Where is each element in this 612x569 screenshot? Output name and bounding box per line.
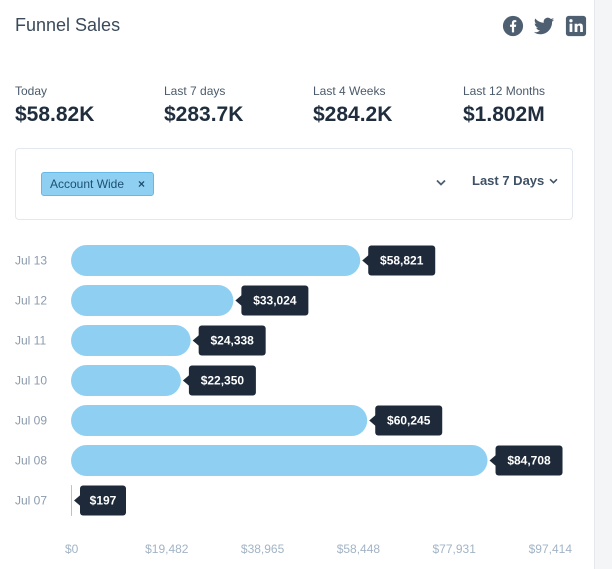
stat-label: Last 4 Weeks (313, 84, 386, 98)
date-range-label: Last 7 Days (472, 173, 545, 188)
data-label-box (375, 405, 443, 436)
stat-value: $283.7K (164, 103, 244, 126)
chevron-down-icon (436, 179, 446, 186)
y-tick-label: Jul 13 (15, 254, 47, 268)
stat-value: $1.802M (463, 103, 545, 126)
remove-filter-button[interactable]: × (138, 177, 146, 191)
bar (71, 285, 234, 316)
widget-title: Funnel Sales (15, 15, 121, 35)
data-label-pointer (362, 254, 370, 267)
linkedin-icon (565, 15, 587, 37)
data-label: $60,245 (387, 414, 431, 428)
twitter-icon (533, 17, 555, 35)
bar (71, 245, 361, 276)
date-range-dropdown[interactable]: Last 7 Days (472, 173, 558, 188)
data-label-box (495, 445, 563, 476)
funnel-sales-bar-chart: Jul 13 $58,821 Jul 12 $33,024 Jul 11 $24,338 J… (15, 245, 573, 556)
data-label-pointer (235, 294, 243, 307)
twitter-share-button[interactable] (533, 15, 555, 37)
linkedin-share-button[interactable] (565, 15, 587, 37)
data-label: $33,024 (253, 294, 297, 308)
y-tick-label: Jul 08 (15, 454, 47, 468)
y-tick-label: Jul 11 (15, 334, 46, 348)
data-label-box (80, 485, 126, 516)
data-label-pointer (182, 374, 190, 387)
x-tick-label: $38,965 (241, 542, 285, 556)
data-label-pointer (74, 494, 81, 507)
bar (71, 405, 368, 436)
bar (71, 485, 72, 516)
right-edge-panel (594, 0, 612, 569)
data-label-box (198, 325, 266, 356)
bar (71, 445, 488, 476)
data-label: $84,708 (507, 454, 551, 468)
stat-last-7-days: Last 7 days $283.7K (164, 84, 243, 127)
account-filter-tag: Account Wide × (41, 172, 155, 196)
data-label-pointer (489, 454, 497, 467)
account-filter-tag-label: Account Wide (50, 177, 125, 191)
facebook-icon (502, 15, 524, 37)
stat-last-12-months: Last 12 Months $1.802M (463, 84, 545, 127)
filter-panel: Account Wide × Last 7 Days (15, 148, 573, 220)
y-tick-label: Jul 07 (15, 494, 47, 508)
data-label: $24,338 (210, 334, 254, 348)
data-label-pointer (369, 414, 377, 427)
stat-label: Last 12 Months (463, 84, 546, 98)
y-tick-label: Jul 09 (15, 414, 47, 428)
stat-label: Today (15, 84, 48, 98)
stat-label: Last 7 days (164, 84, 226, 98)
bar (71, 365, 181, 396)
x-tick-label: $19,482 (145, 542, 189, 556)
stat-value: $58.82K (15, 103, 95, 126)
x-tick-label: $97,414 (529, 542, 573, 556)
data-label: $197 (90, 494, 117, 508)
data-label-box (241, 285, 309, 316)
y-tick-label: Jul 12 (15, 294, 47, 308)
chevron-down-icon (549, 178, 558, 184)
stat-today: Today $58.82K (15, 84, 94, 127)
data-label: $22,350 (201, 374, 245, 388)
y-tick-label: Jul 10 (15, 374, 47, 388)
filter-dropdown-button[interactable] (434, 175, 448, 189)
x-tick-label: $58,448 (337, 542, 381, 556)
bar (71, 325, 191, 356)
facebook-share-button[interactable] (502, 15, 524, 37)
data-label-box (368, 245, 436, 276)
x-tick-label: $77,931 (433, 542, 477, 556)
stat-last-4-weeks: Last 4 Weeks $284.2K (313, 84, 392, 127)
data-label-pointer (192, 334, 200, 347)
x-tick-label: $0 (65, 542, 79, 556)
data-label-box (188, 365, 256, 396)
stat-value: $284.2K (313, 103, 393, 126)
data-label: $58,821 (380, 254, 424, 268)
